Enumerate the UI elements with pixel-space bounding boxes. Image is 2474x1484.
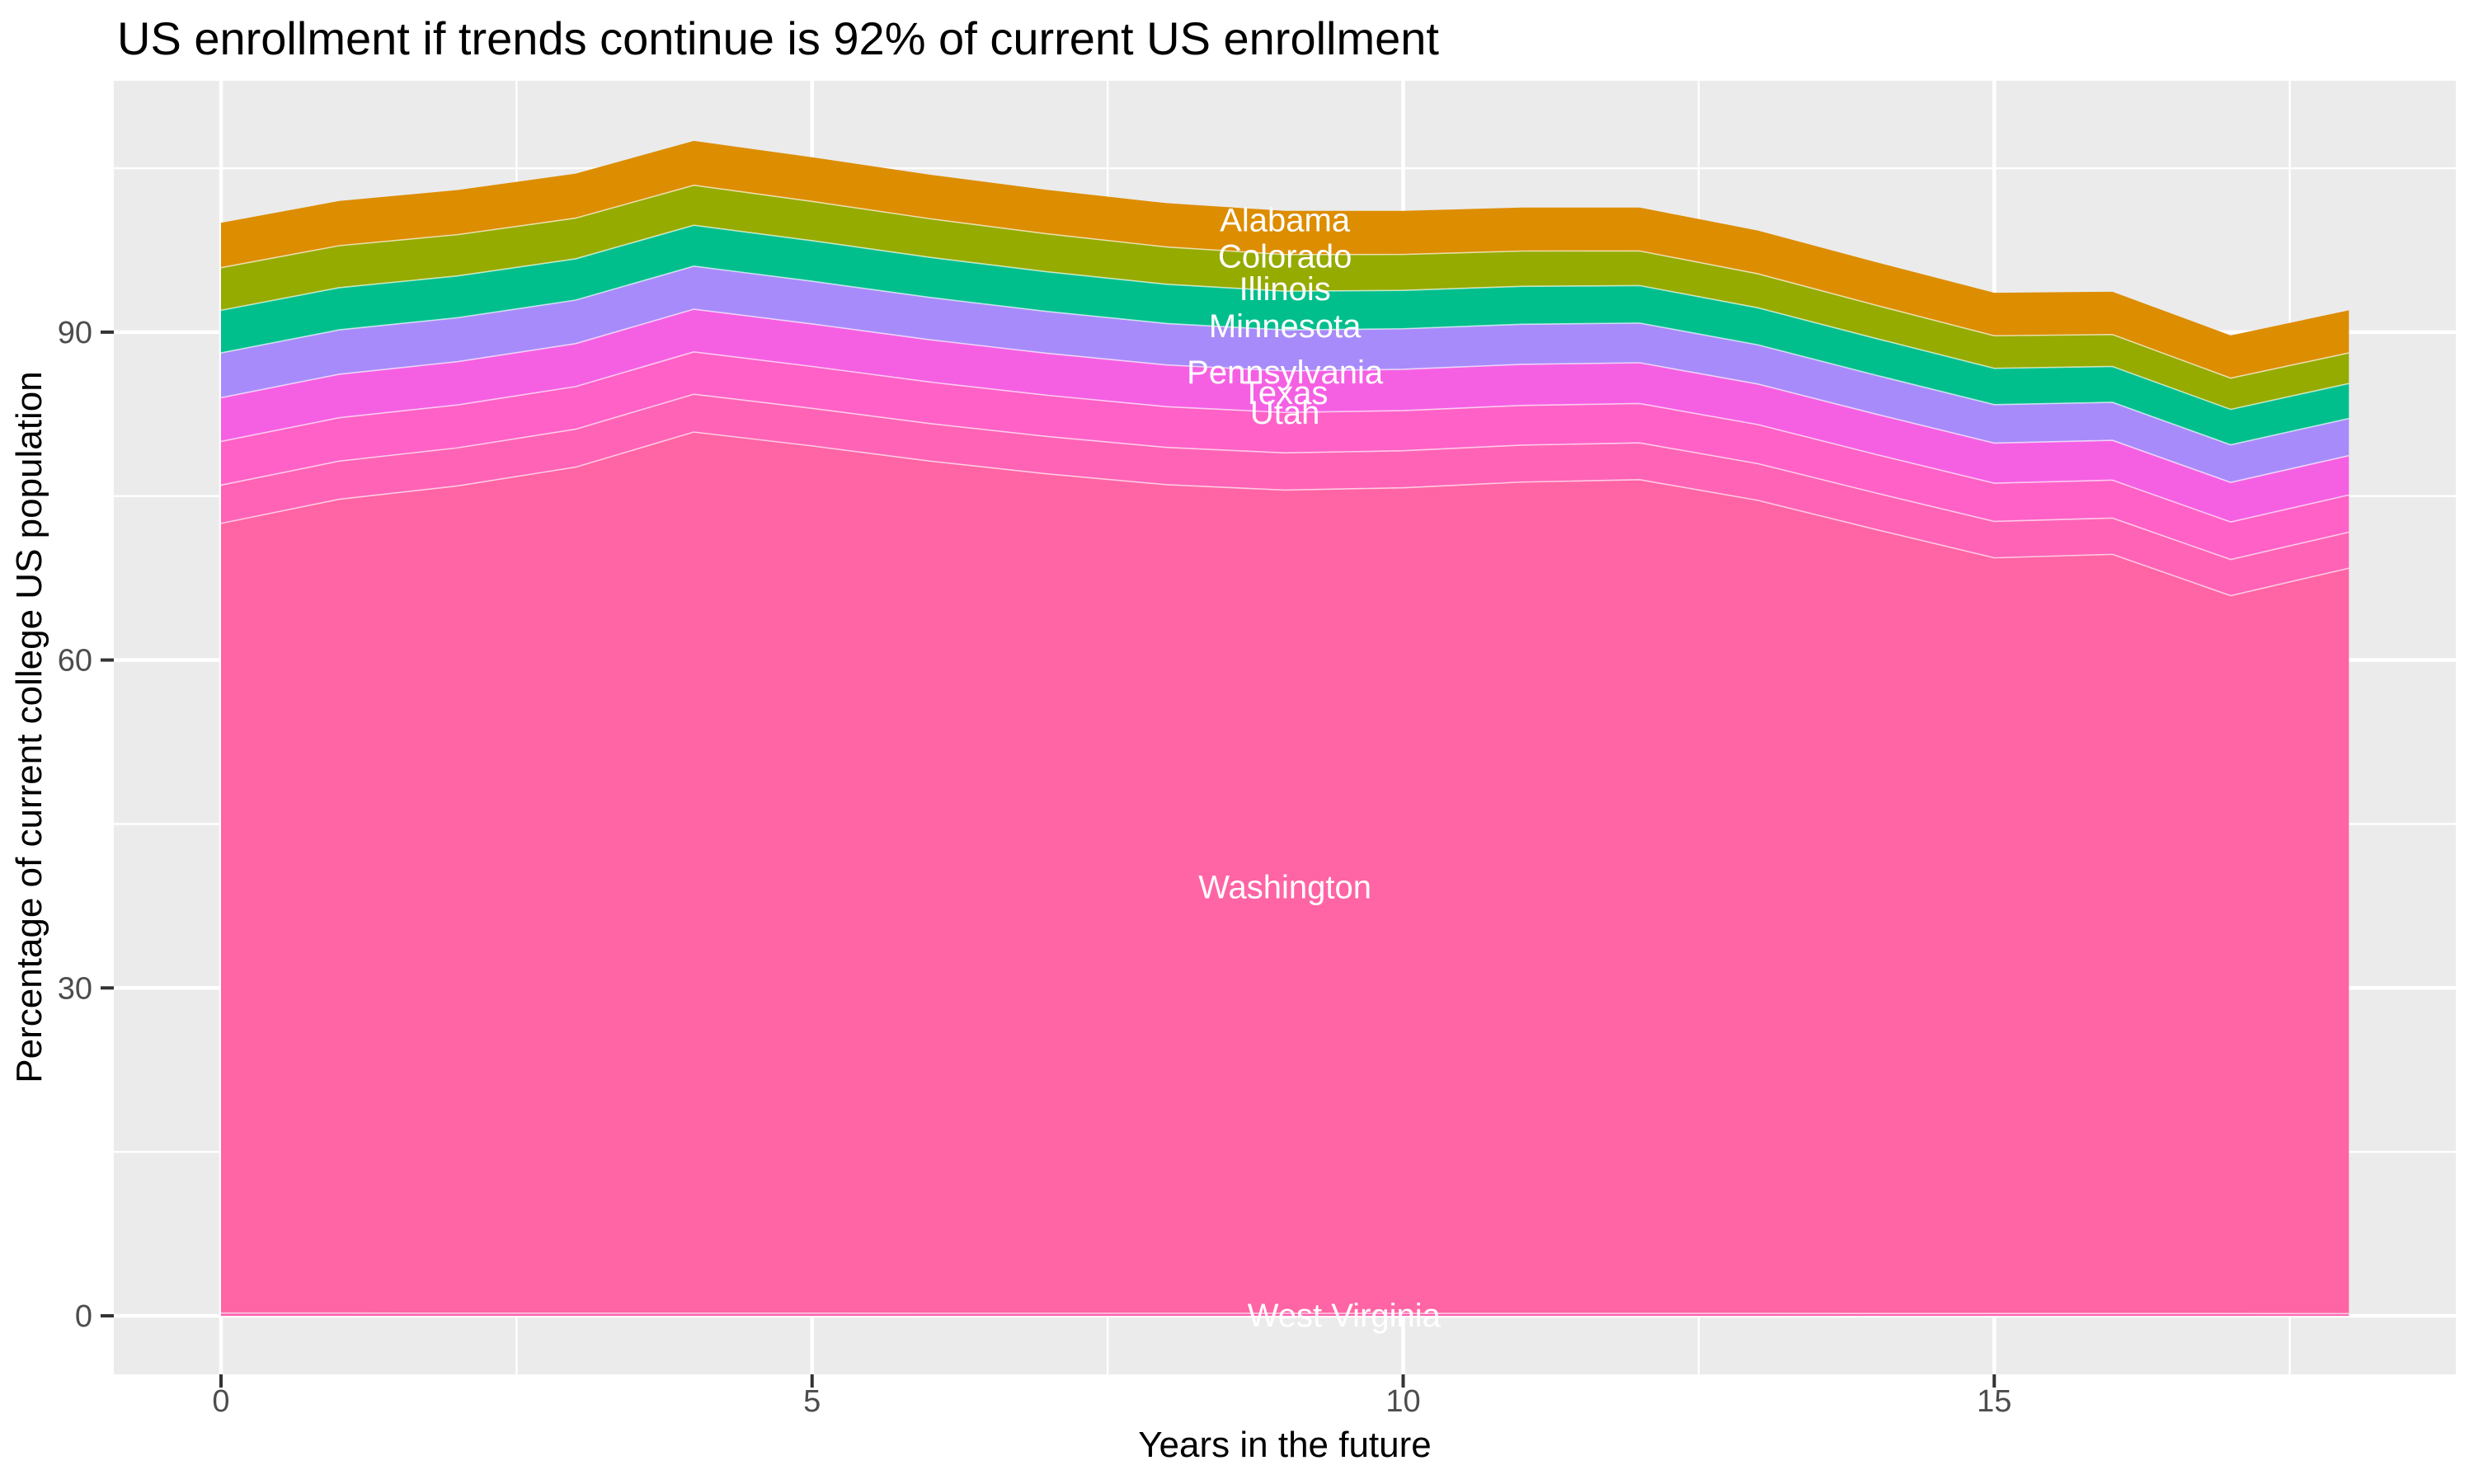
area-boundary: [220, 224, 2349, 411]
y-tick-label: 60: [58, 644, 92, 679]
area-boundary: [220, 265, 2349, 446]
x-axis-title: Years in the future: [1138, 1425, 1432, 1465]
area-boundary: [220, 351, 2349, 523]
area-label-illinois: Illinois: [1239, 271, 1331, 308]
x-tick-label: 15: [1977, 1384, 2011, 1419]
area-boundary: [220, 431, 2349, 597]
area-label-washington: Washington: [1198, 869, 1371, 905]
area-label-west-virginia: West Virginia: [1248, 1298, 1442, 1334]
x-tick-label: 5: [803, 1384, 821, 1419]
x-tick-label: 10: [1385, 1384, 1420, 1419]
area-boundary: [221, 1312, 2349, 1315]
y-tick-label: 30: [58, 971, 92, 1006]
area-label-colorado: Colorado: [1218, 238, 1352, 275]
area-washington: [221, 432, 2349, 1314]
y-tick-label: 90: [58, 316, 92, 350]
area-label-alabama: Alabama: [1220, 203, 1351, 239]
area-boundary: [220, 308, 2349, 483]
axes: 0 5 10 15 0 30 60 90: [58, 316, 2012, 1419]
area-boundary: [220, 393, 2349, 561]
area-separators: [220, 184, 2349, 1315]
plot-title: US enrollment if trends continue is 92% …: [117, 12, 1439, 64]
area-label-pennsylvania: Pennsylvania: [1187, 355, 1384, 391]
y-axis-title: Percentage of current college US populat…: [9, 371, 49, 1083]
x-tick-label: 0: [212, 1384, 229, 1419]
area-label-texas: Texas: [1242, 375, 1329, 411]
area-boundary: [220, 184, 2349, 379]
area-label-utah: Utah: [1250, 395, 1320, 431]
area-label-minnesota: Minnesota: [1209, 308, 1362, 345]
y-tick-label: 0: [75, 1299, 92, 1334]
